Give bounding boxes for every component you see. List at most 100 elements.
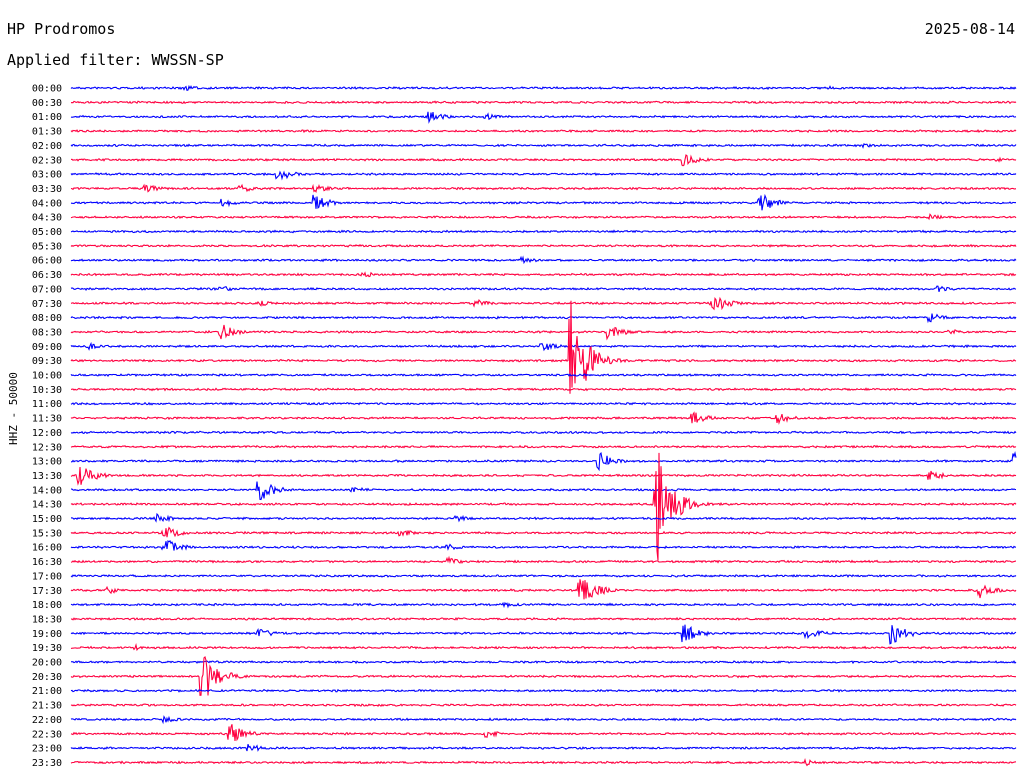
trace-line [70,143,1017,149]
time-tick-label: 12:30 [32,442,62,453]
time-tick-label: 00:00 [32,84,62,95]
time-tick-label: 06:00 [32,256,62,267]
trace-line [70,526,1017,538]
time-tick-label: 23:30 [32,758,62,769]
trace-line [70,539,1017,551]
time-tick-label: 18:00 [32,600,62,611]
time-tick-label: 02:30 [32,155,62,166]
time-tick-label: 16:00 [32,543,62,554]
time-tick-label: 02:00 [32,141,62,152]
time-tick-label: 15:00 [32,514,62,525]
trace-line [70,688,1017,693]
time-tick-label: 15:30 [32,528,62,539]
trace-line [70,512,1017,523]
time-tick-label: 05:30 [32,241,62,252]
time-tick-label: 10:30 [32,385,62,396]
trace-line [70,466,1017,486]
trace-line [70,154,1017,167]
trace-line [70,452,1017,561]
trace-line [70,715,1017,725]
time-tick-label: 08:30 [32,327,62,338]
time-tick-label: 18:30 [32,614,62,625]
trace-line [70,616,1017,621]
time-tick-label: 23:00 [32,744,62,755]
trace-line [71,387,1017,392]
time-tick-label: 13:00 [32,457,62,468]
trace-line [70,183,1017,193]
trace-line [70,243,1017,248]
trace-line [70,111,1017,124]
time-tick-label: 11:00 [32,399,62,410]
trace-line [70,757,1017,767]
time-tick-label: 03:30 [32,184,62,195]
time-tick-label: 22:00 [32,715,62,726]
time-tick-label: 03:00 [32,170,62,181]
trace-line [70,255,1017,265]
time-tick-label: 19:30 [32,643,62,654]
time-tick-label: 06:30 [32,270,62,281]
time-tick-label: 07:30 [32,299,62,310]
time-tick-label: 21:30 [32,701,62,712]
time-tick-label: 10:00 [32,371,62,382]
time-tick-label: 05:00 [32,227,62,238]
trace-line [70,296,1017,311]
trace-line [70,193,1017,211]
trace-line [70,643,1017,652]
time-tick-label: 01:00 [32,112,62,123]
time-tick-label: 17:30 [32,586,62,597]
trace-line [70,170,1017,181]
time-tick-label: 20:00 [32,658,62,669]
time-tick-label: 07:00 [32,284,62,295]
trace-line [70,100,1017,105]
trace-line [70,555,1017,565]
trace-line [71,481,1017,501]
time-tick-label: 14:30 [32,500,62,511]
trace-line [70,313,1017,324]
time-tick-label: 17:00 [32,571,62,582]
time-tick-label: 00:30 [32,98,62,109]
trace-line [70,341,1017,352]
trace-line [70,660,1017,665]
trace-line [71,450,1017,472]
trace-line [70,724,1017,742]
trace-line [70,624,1017,645]
filter-label: Applied filter: WWSSN-SP [7,51,224,69]
time-tick-label: 20:30 [32,672,62,683]
trace-line [70,271,1017,278]
time-tick-label: 21:00 [32,686,62,697]
time-tick-label: 09:30 [32,356,62,367]
trace-line [70,444,1017,449]
time-tick-label: 04:30 [32,213,62,224]
trace-line [70,229,1017,234]
trace-line [70,703,1017,708]
trace-line [70,744,1017,752]
time-tick-label: 01:30 [32,127,62,138]
time-tick-label: 14:00 [32,485,62,496]
trace-line [70,372,1017,378]
trace-line [70,84,1017,91]
time-tick-label: 08:00 [32,313,62,324]
date-label: 2025-08-14 [924,20,1015,38]
time-tick-label: 16:30 [32,557,62,568]
time-tick-label: 12:00 [32,428,62,439]
trace-line [70,285,1017,292]
time-tick-label: 19:00 [32,629,62,640]
time-tick-label: 11:30 [32,414,62,425]
time-tick-label: 22:30 [32,729,62,740]
time-tick-label: 04:00 [32,198,62,209]
trace-line [70,324,1017,341]
trace-line [70,573,1017,578]
trace-line [70,128,1017,134]
trace-line [70,300,1017,394]
time-tick-label: 09:00 [32,342,62,353]
trace-line [70,656,1016,696]
trace-line [70,401,1017,406]
trace-line [70,213,1017,221]
trace-line [70,579,1017,600]
trace-line [70,601,1017,609]
trace-line [70,411,1017,425]
time-tick-label: 13:30 [32,471,62,482]
station-title: HP Prodromos [7,20,116,38]
trace-line [70,430,1017,435]
